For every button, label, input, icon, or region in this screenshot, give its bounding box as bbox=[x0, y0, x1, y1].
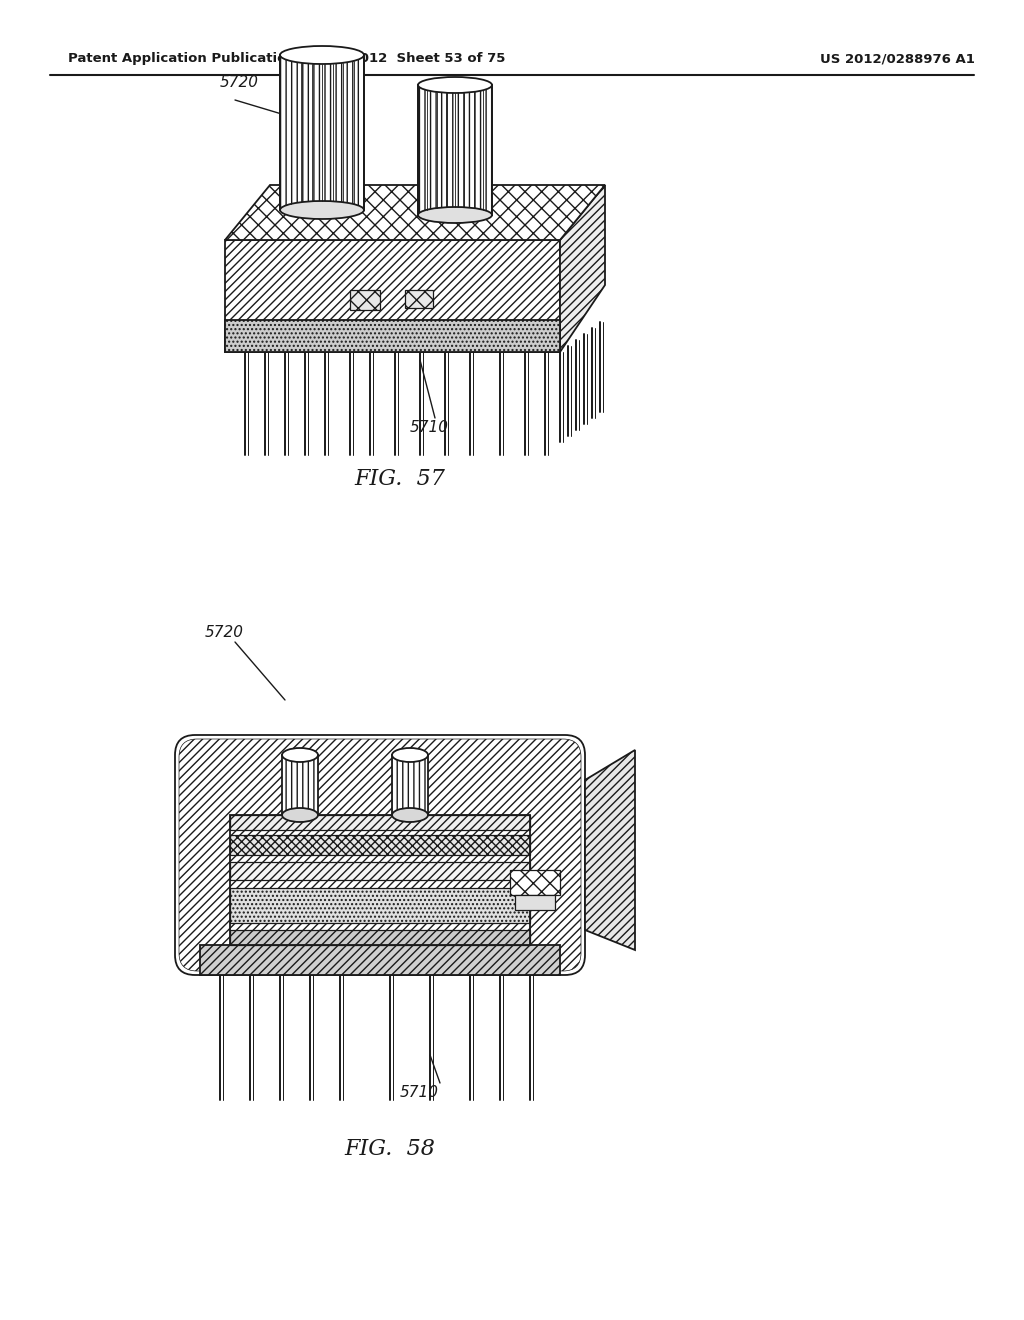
Polygon shape bbox=[230, 862, 530, 880]
Ellipse shape bbox=[280, 201, 364, 219]
FancyBboxPatch shape bbox=[179, 739, 581, 972]
Ellipse shape bbox=[282, 748, 318, 762]
Polygon shape bbox=[406, 290, 433, 308]
Polygon shape bbox=[515, 895, 555, 909]
Text: Patent Application Publication: Patent Application Publication bbox=[68, 51, 296, 65]
Polygon shape bbox=[225, 185, 605, 240]
Text: 5710: 5710 bbox=[400, 1085, 439, 1100]
FancyBboxPatch shape bbox=[175, 735, 585, 975]
Polygon shape bbox=[350, 290, 380, 310]
Polygon shape bbox=[510, 870, 560, 895]
Text: 5720: 5720 bbox=[220, 75, 259, 90]
Polygon shape bbox=[225, 319, 560, 352]
Ellipse shape bbox=[392, 748, 428, 762]
Text: 5720: 5720 bbox=[205, 624, 244, 640]
Polygon shape bbox=[560, 185, 605, 352]
Polygon shape bbox=[230, 836, 530, 855]
Polygon shape bbox=[230, 814, 530, 830]
Polygon shape bbox=[280, 55, 364, 210]
Ellipse shape bbox=[418, 77, 492, 92]
Polygon shape bbox=[418, 84, 492, 215]
Ellipse shape bbox=[282, 808, 318, 822]
Ellipse shape bbox=[280, 46, 364, 63]
Polygon shape bbox=[392, 755, 428, 814]
Text: US 2012/0288976 A1: US 2012/0288976 A1 bbox=[820, 51, 975, 65]
Text: FIG.  58: FIG. 58 bbox=[344, 1138, 435, 1160]
Text: Nov. 15, 2012  Sheet 53 of 75: Nov. 15, 2012 Sheet 53 of 75 bbox=[285, 51, 505, 65]
Ellipse shape bbox=[392, 808, 428, 822]
Polygon shape bbox=[585, 750, 635, 950]
Text: FIG.  57: FIG. 57 bbox=[354, 469, 445, 490]
Text: 5710: 5710 bbox=[410, 420, 449, 436]
Polygon shape bbox=[230, 888, 530, 923]
Polygon shape bbox=[230, 931, 530, 945]
Ellipse shape bbox=[418, 207, 492, 223]
Polygon shape bbox=[200, 945, 560, 975]
Polygon shape bbox=[225, 240, 560, 352]
Polygon shape bbox=[282, 755, 318, 814]
